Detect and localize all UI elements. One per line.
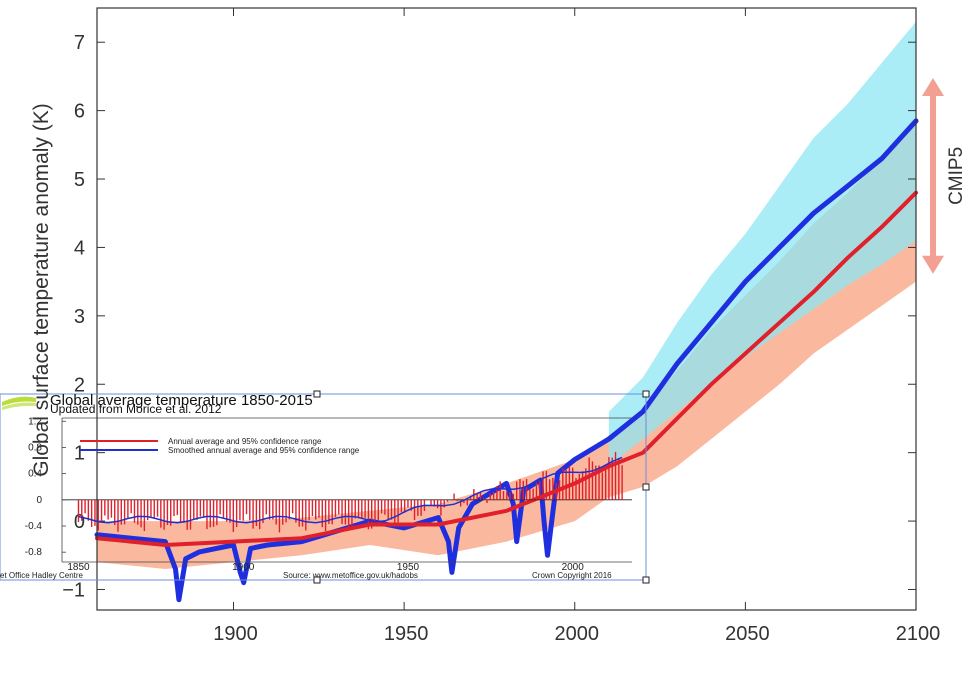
cmip5-arrow-head-up xyxy=(922,78,944,96)
y-tick-label: 2 xyxy=(74,374,85,396)
x-tick-label: 1900 xyxy=(213,623,258,645)
series-line-1 xyxy=(94,118,919,603)
x-tick-label: 2100 xyxy=(896,623,941,645)
inset-x-tick-label: 1900 xyxy=(232,562,255,573)
y-tick-label: 0 xyxy=(74,511,85,533)
y-tick-label: −1 xyxy=(62,579,85,601)
y-tick-label: 5 xyxy=(74,169,85,191)
inset-footer-right: Crown Copyright 2016 xyxy=(532,571,612,580)
x-tick-label: 2000 xyxy=(555,623,600,645)
inset-y-tick-label: -0.8 xyxy=(25,547,43,558)
inset-y-tick-label: 1.2 xyxy=(28,416,42,427)
plot-frame xyxy=(96,7,917,611)
inset-y-tick-label: 0.8 xyxy=(28,442,42,453)
x-tick-label: 2050 xyxy=(725,623,770,645)
y-tick-label: 7 xyxy=(74,32,85,54)
y-axis-label: Global surface temperature anomaly (K) xyxy=(30,103,53,477)
met-office-logo-stripe xyxy=(2,402,36,410)
resize-handle xyxy=(313,576,321,584)
inset-x-tick-label: 2000 xyxy=(562,562,585,573)
inset-subtitle: Updated from Morice et al. 2012 xyxy=(50,402,222,416)
inset-legend-label: Smoothed annual average and 95% confiden… xyxy=(168,446,360,455)
y-tick-label: 6 xyxy=(74,101,85,123)
resize-handle xyxy=(642,576,650,584)
uncertainty-band-1 xyxy=(608,21,916,467)
inset-y-tick-label: -0.4 xyxy=(25,521,43,532)
inset-title: Global average temperature 1850-2015 xyxy=(50,392,313,409)
resize-handle xyxy=(642,483,650,491)
met-office-logo xyxy=(2,396,36,406)
inset-smoothed-line xyxy=(78,456,623,524)
inset-x-tick-label: 1950 xyxy=(397,562,420,573)
cmip5-arrow-head-down xyxy=(922,255,944,274)
y-tick-label: 1 xyxy=(74,443,85,465)
inset-y-tick-label: 0.4 xyxy=(28,469,42,480)
inset-legend-label: Annual average and 95% confidence range xyxy=(168,437,322,446)
y-tick-label: 3 xyxy=(74,306,85,328)
y-tick-label: 4 xyxy=(74,237,85,259)
inset-y-tick-label: 0 xyxy=(36,495,42,506)
inset-figure: Global average temperature 1850-2015Upda… xyxy=(0,390,650,584)
inset-footer-center: Source: www.metoffice.gov.uk/hadobs xyxy=(283,571,418,580)
inset-x-tick-label: 1850 xyxy=(67,562,90,573)
series-line-2 xyxy=(95,190,918,547)
cmip5-label: CMIP5 xyxy=(946,147,964,205)
resize-handle xyxy=(642,390,650,398)
resize-handle xyxy=(313,390,321,398)
inset-footer-left: et Office Hadley Centre xyxy=(0,571,84,580)
x-tick-label: 1950 xyxy=(384,623,429,645)
